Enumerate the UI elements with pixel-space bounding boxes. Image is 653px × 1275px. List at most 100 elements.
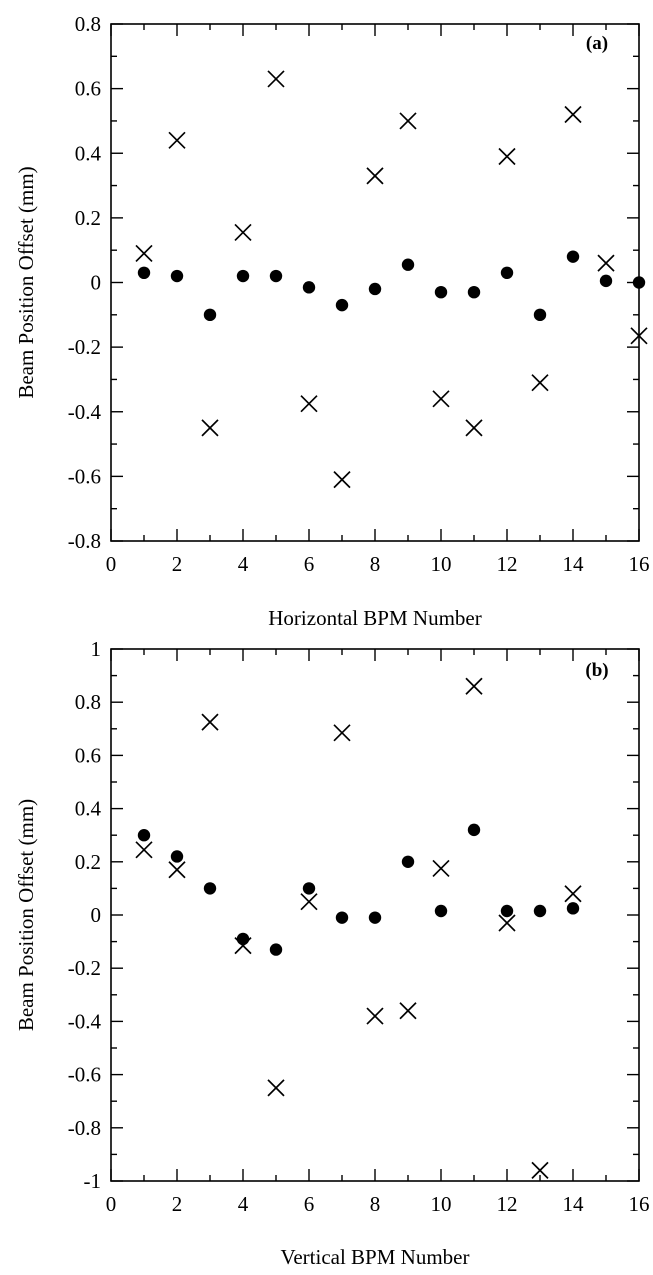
data-point-cross bbox=[630, 327, 648, 345]
cross-stroke bbox=[366, 1007, 384, 1025]
cross-stroke bbox=[498, 147, 516, 166]
cross-stroke bbox=[267, 1079, 285, 1097]
x-tick-label: 6 bbox=[304, 1192, 315, 1216]
data-point-cross bbox=[366, 1007, 384, 1025]
x-tick-label: 14 bbox=[563, 1192, 585, 1216]
x-tick-label: 14 bbox=[563, 552, 585, 576]
data-point-dot bbox=[533, 904, 547, 918]
cross-stroke bbox=[267, 70, 285, 88]
y-tick-label: -0.6 bbox=[68, 1063, 101, 1087]
cross-stroke bbox=[135, 841, 153, 859]
y-tick-label: 0.2 bbox=[75, 206, 101, 230]
y-tick-label: 0.6 bbox=[75, 743, 101, 767]
data-point-dot bbox=[368, 282, 382, 296]
x-tick-label: 0 bbox=[106, 1192, 117, 1216]
data-point-dot bbox=[137, 829, 151, 842]
x-tick-label: 2 bbox=[172, 552, 183, 576]
cross-stroke bbox=[168, 131, 186, 149]
y-tick-label: -0.6 bbox=[68, 464, 101, 488]
data-point-dot bbox=[500, 266, 514, 280]
y-tick-label: 0.8 bbox=[75, 690, 101, 714]
data-point-cross bbox=[465, 419, 483, 437]
y-tick-label: -0.2 bbox=[68, 956, 101, 980]
cross-stroke bbox=[432, 859, 450, 878]
data-point-dot bbox=[434, 285, 448, 299]
data-point-cross bbox=[531, 374, 549, 392]
data-point-cross bbox=[135, 244, 153, 263]
data-point-cross bbox=[333, 724, 351, 742]
data-point-cross bbox=[168, 861, 186, 879]
data-point-cross bbox=[333, 471, 351, 489]
cross-stroke bbox=[333, 471, 351, 489]
data-point-dot bbox=[302, 882, 316, 895]
data-point-cross bbox=[135, 841, 153, 859]
series-circle bbox=[137, 250, 646, 322]
data-point-dot bbox=[302, 281, 316, 294]
y-tick-label: 0.8 bbox=[75, 12, 101, 36]
data-point-dot bbox=[236, 269, 250, 283]
y-tick-label: -0.2 bbox=[68, 335, 101, 359]
cross-stroke bbox=[498, 914, 516, 932]
data-point-cross bbox=[498, 147, 516, 166]
y-tick-label: 0 bbox=[91, 271, 102, 295]
cross-stroke bbox=[300, 893, 318, 911]
y-tick-label: -0.4 bbox=[68, 400, 102, 424]
cross-stroke bbox=[234, 936, 252, 955]
data-point-cross bbox=[168, 131, 186, 149]
x-tick-label: 6 bbox=[304, 552, 315, 576]
cross-stroke bbox=[333, 724, 351, 742]
x-axis-title: Vertical BPM Number bbox=[281, 1245, 470, 1269]
cross-stroke bbox=[465, 677, 483, 695]
data-point-dot bbox=[170, 850, 184, 863]
data-point-cross bbox=[399, 112, 417, 130]
y-tick-label: -0.8 bbox=[68, 529, 101, 553]
y-axis-title: Beam Position Offset (mm) bbox=[14, 799, 38, 1031]
cross-stroke bbox=[366, 167, 384, 185]
x-tick-label: 10 bbox=[431, 552, 452, 576]
x-tick-label: 8 bbox=[370, 1192, 381, 1216]
data-point-dot bbox=[401, 258, 415, 271]
cross-stroke bbox=[201, 713, 219, 731]
data-point-cross bbox=[465, 677, 483, 695]
x-axis-title: Horizontal BPM Number bbox=[268, 606, 481, 630]
data-point-dot bbox=[203, 882, 217, 895]
data-point-cross bbox=[498, 914, 516, 932]
data-point-dot bbox=[566, 902, 580, 915]
panel-label: (a) bbox=[586, 33, 608, 54]
data-point-cross bbox=[432, 859, 450, 878]
data-point-dot bbox=[335, 298, 349, 312]
x-tick-label: 0 bbox=[106, 552, 117, 576]
data-point-cross bbox=[201, 713, 219, 731]
data-point-cross bbox=[531, 1161, 549, 1179]
plot-frame bbox=[110, 23, 640, 542]
x-tick-label: 12 bbox=[497, 552, 518, 576]
y-axis-title: Beam Position Offset (mm) bbox=[14, 166, 38, 398]
x-tick-label: 2 bbox=[172, 1192, 183, 1216]
data-point-dot bbox=[170, 269, 184, 283]
cross-stroke bbox=[399, 112, 417, 130]
data-point-dot bbox=[566, 250, 580, 263]
data-point-cross bbox=[234, 223, 252, 242]
cross-stroke bbox=[531, 1161, 549, 1179]
x-tick-label: 16 bbox=[629, 1192, 650, 1216]
data-point-cross bbox=[201, 419, 219, 437]
data-point-dot bbox=[467, 823, 481, 837]
x-tick-label: 8 bbox=[370, 552, 381, 576]
data-point-cross bbox=[597, 254, 615, 272]
series-circle bbox=[137, 823, 580, 956]
data-point-dot bbox=[401, 855, 415, 868]
data-point-cross bbox=[564, 885, 582, 903]
data-point-cross bbox=[267, 70, 285, 88]
data-point-dot bbox=[599, 274, 613, 288]
cross-stroke bbox=[399, 1002, 417, 1020]
y-tick-label: 0.4 bbox=[75, 797, 102, 821]
data-point-cross bbox=[234, 936, 252, 955]
data-point-dot bbox=[269, 943, 283, 956]
x-tick-label: 4 bbox=[238, 552, 249, 576]
data-point-dot bbox=[203, 308, 217, 322]
cross-stroke bbox=[630, 327, 648, 345]
panel-label: (b) bbox=[585, 660, 608, 681]
y-tick-label: -1 bbox=[84, 1169, 102, 1193]
